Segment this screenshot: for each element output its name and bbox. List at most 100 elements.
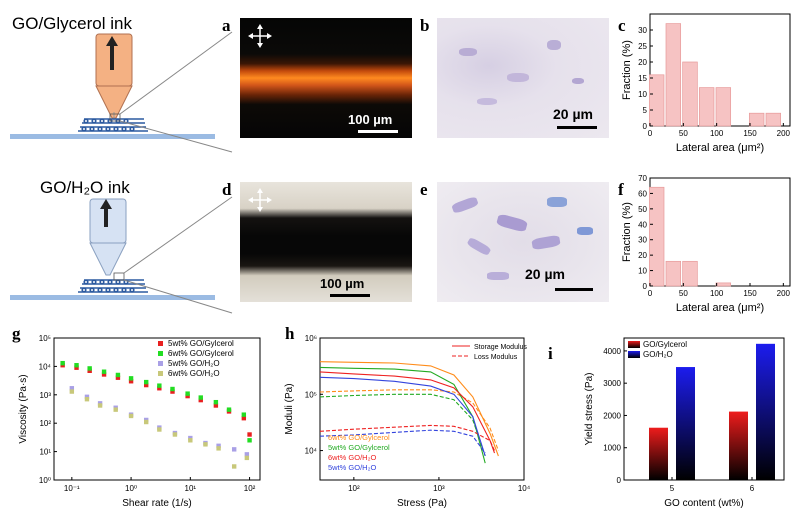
storage-modulus-line [319,376,486,457]
legend-label: 5wt% GO/Gylcerol [168,339,234,348]
plot-frame [53,337,261,481]
histogram-bar [665,23,682,127]
plot-frame [623,337,785,481]
x-tick-label: 10¹ [185,484,197,493]
legend-label: Storage Modulus [474,344,527,351]
x-tick-label: 10⁻¹ [64,484,80,493]
data-point [144,379,149,385]
legend-label: 6wt% GO/H₂O [168,369,220,378]
data-point [97,403,103,408]
data-point [170,386,175,392]
legend-label: 5wt% GO/Gylcerol [328,443,390,452]
water-ink-title: GO/H₂O ink [40,178,130,197]
scale-bar-a [358,130,398,133]
y-tick-label: 5 [643,106,648,115]
loss-modulus-line [319,429,486,454]
y-tick-label: 15 [638,74,647,83]
scale-label-b: 20 µm [553,106,593,122]
panel-label-d: d [222,180,232,199]
y-tick-label: 0 [617,476,622,485]
legend-swatch [628,351,640,358]
histogram-bar [715,87,732,127]
glycerol-printer-illustration [10,31,233,153]
micrograph-a: 100 µm [240,18,412,138]
data-point [244,452,250,457]
data-point [247,438,252,443]
x-tick-label: 5 [670,484,675,493]
data-point [213,403,219,408]
y-tick-label: 25 [638,42,647,51]
chart-g: 10⁻¹ 10⁰ 10¹ 10² 10⁰ 10¹ 10² 10³ 10⁴ 10⁵ 5wt% GO/G… [18,334,261,509]
panel-label-h: h [285,324,295,343]
data-point [188,435,193,441]
syringe-tip [95,85,133,119]
y-tick-label: 40 [638,220,647,229]
histogram-bar [765,112,782,127]
y-tick-label: 10¹ [39,448,51,457]
y-tick-label: 2000 [603,411,621,420]
data-point [216,446,221,451]
data-point [172,432,178,437]
data-point [241,415,247,421]
water-printer-illustration [10,196,233,314]
data-point [144,419,149,425]
panel-label-f: f [618,180,624,199]
histogram-bar [682,61,698,127]
y-axis-label: Yield stress (Pa) [584,373,595,446]
data-point [115,375,121,380]
substrate [10,134,215,139]
data-point [213,399,219,405]
plot-frame [319,337,525,481]
y-tick-label: 10 [638,90,647,99]
y-axis-label: Viscosity (Pa·s) [18,374,29,443]
y-tick-label: 1000 [603,444,621,453]
y-tick-label: 0 [643,122,648,131]
data-point [87,368,92,373]
legend-label: 5wt% GO/H₂O [168,359,220,368]
substrate [10,295,215,300]
x-tick-label: 10³ [433,484,445,493]
y-tick-label: 10 [638,267,647,276]
loss-modulus-line [319,389,499,451]
data-point [247,432,252,437]
printed-lattice [78,279,148,293]
data-point [87,366,92,371]
printed-lattice [78,118,148,132]
panel-label-c: c [618,16,626,35]
y-tick-label: 10⁵ [305,390,317,399]
micrograph-e: 20 µm [437,182,609,302]
storage-modulus-line [319,361,499,457]
panel-label-g: g [12,324,21,343]
x-tick-label: 10² [348,484,360,493]
legend-label: Loss Modulus [474,354,518,361]
x-axis-label: Shear rate (1/s) [122,498,191,509]
x-tick-label: 100 [710,129,724,138]
x-tick-label: 200 [777,289,791,298]
data-point [198,395,203,400]
y-tick-label: 10⁴ [39,362,52,371]
crosshair-icon [248,188,272,212]
x-axis-label: Lateral area (μm²) [676,302,764,314]
yield-stress-bar [729,411,748,480]
x-tick-label: 0 [648,129,653,138]
data-point [84,394,90,400]
data-point [115,372,121,378]
data-point [216,443,221,449]
x-axis-label: Lateral area (μm²) [676,142,764,154]
panel-label-e: e [420,180,428,199]
scale-bar-b [557,126,597,129]
histogram-bar [748,112,765,127]
histogram-bar [715,282,732,287]
data-point [157,427,162,432]
x-tick-label: 100 [710,289,724,298]
y-tick-label: 30 [638,236,647,245]
data-point [244,455,250,461]
y-tick-label: 50 [638,205,647,214]
data-point [113,407,118,412]
scale-label-d: 100 µm [320,276,365,291]
scale-bar-d [330,294,370,297]
x-tick-label: 10² [244,484,256,493]
crosshair-icon [248,24,272,48]
yield-stress-bar [676,367,695,480]
legend-label: GO/Gylcerol [643,340,687,349]
